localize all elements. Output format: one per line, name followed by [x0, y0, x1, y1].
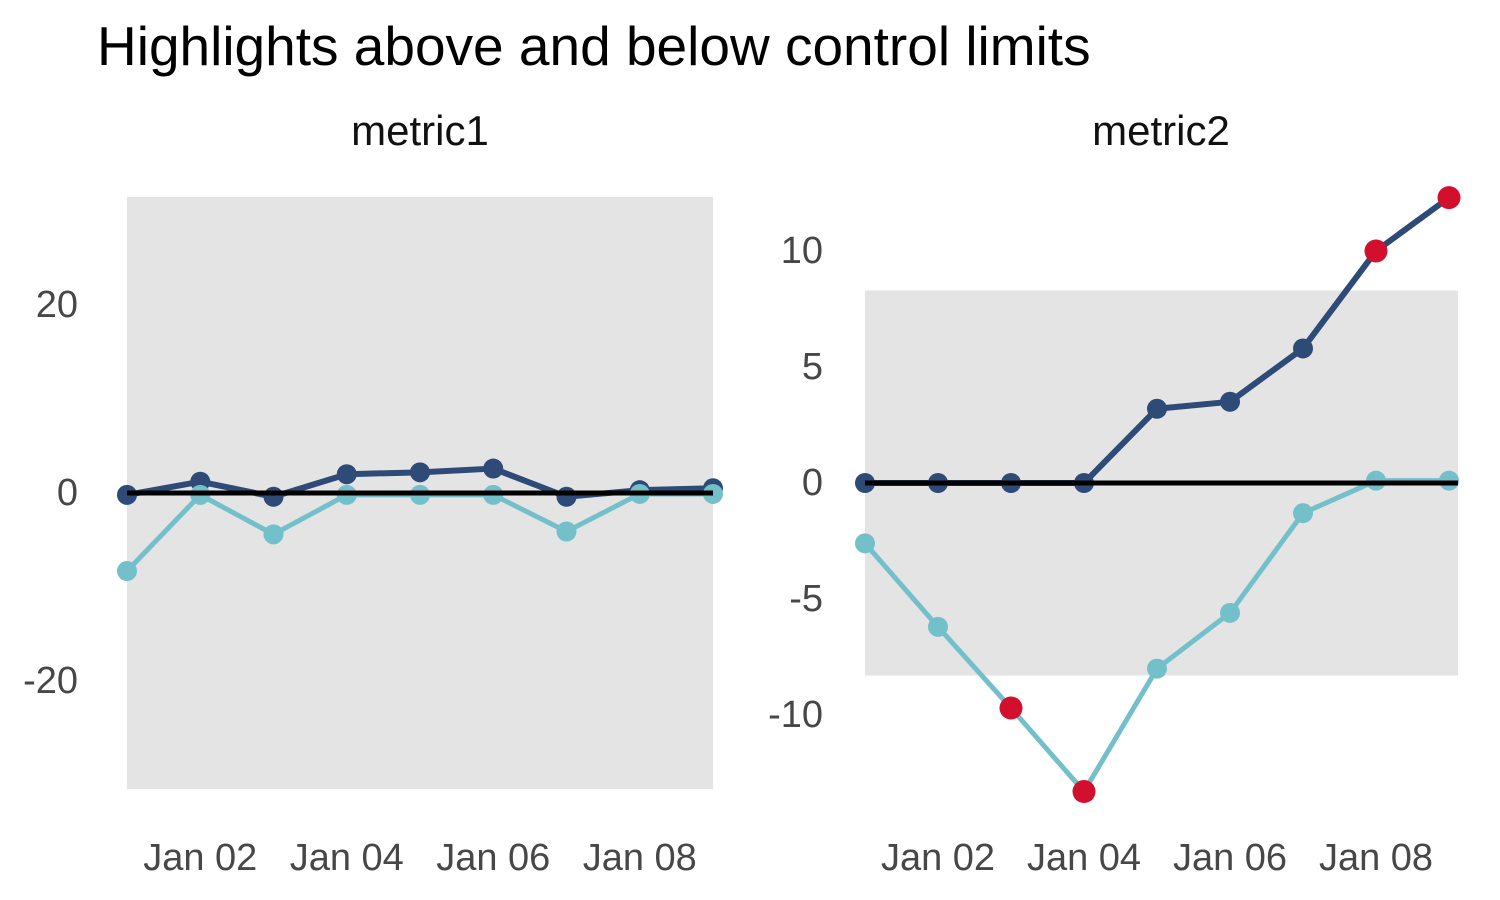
series-lower-point	[928, 616, 948, 637]
chart-title: Highlights above and below control limit…	[97, 15, 1091, 77]
series-upper-point	[336, 464, 357, 485]
signal-point-upper	[1364, 239, 1388, 263]
signal-point-upper	[1437, 186, 1461, 210]
y-axis-tick-label: 0	[801, 462, 823, 504]
series-lower-point	[1220, 602, 1240, 623]
series-lower-point	[263, 524, 284, 545]
x-axis-tick-label: Jan 06	[436, 837, 551, 879]
series-upper-point	[410, 462, 430, 483]
facet-title-metric2: metric2	[1092, 107, 1230, 154]
x-axis-tick-label: Jan 02	[880, 837, 996, 879]
x-axis-tick-label: Jan 04	[289, 837, 404, 879]
series-upper-point	[1220, 391, 1240, 412]
series-lower-point	[1293, 503, 1313, 524]
x-axis-tick-label: Jan 08	[1318, 837, 1434, 879]
signal-point-lower	[999, 696, 1023, 720]
x-axis-tick-label: Jan 02	[143, 837, 258, 879]
x-axis-tick-label: Jan 04	[1026, 837, 1142, 879]
x-axis-tick-label: Jan 08	[582, 837, 697, 879]
y-axis-tick-label: 10	[780, 230, 823, 272]
series-upper-point	[556, 486, 577, 507]
series-upper-point	[1147, 398, 1167, 419]
x-axis-tick-label: Jan 06	[1172, 837, 1288, 879]
series-upper-point	[263, 486, 284, 507]
signal-point-lower	[1072, 780, 1096, 804]
y-axis-tick-label: -5	[789, 578, 823, 620]
series-upper-point	[1293, 338, 1313, 359]
y-axis-tick-label: -10	[768, 694, 823, 736]
y-axis-tick-label: 20	[35, 284, 78, 326]
series-lower-point	[117, 561, 137, 582]
y-axis-tick-label: 0	[56, 472, 78, 514]
facet-title-metric1: metric1	[351, 107, 489, 154]
series-lower-point	[1147, 658, 1167, 679]
series-lower-point	[556, 521, 577, 542]
y-axis-tick-label: 5	[801, 346, 823, 388]
series-upper-point	[483, 458, 504, 479]
y-axis-tick-label: -20	[23, 660, 78, 702]
series-lower-point	[855, 533, 875, 554]
